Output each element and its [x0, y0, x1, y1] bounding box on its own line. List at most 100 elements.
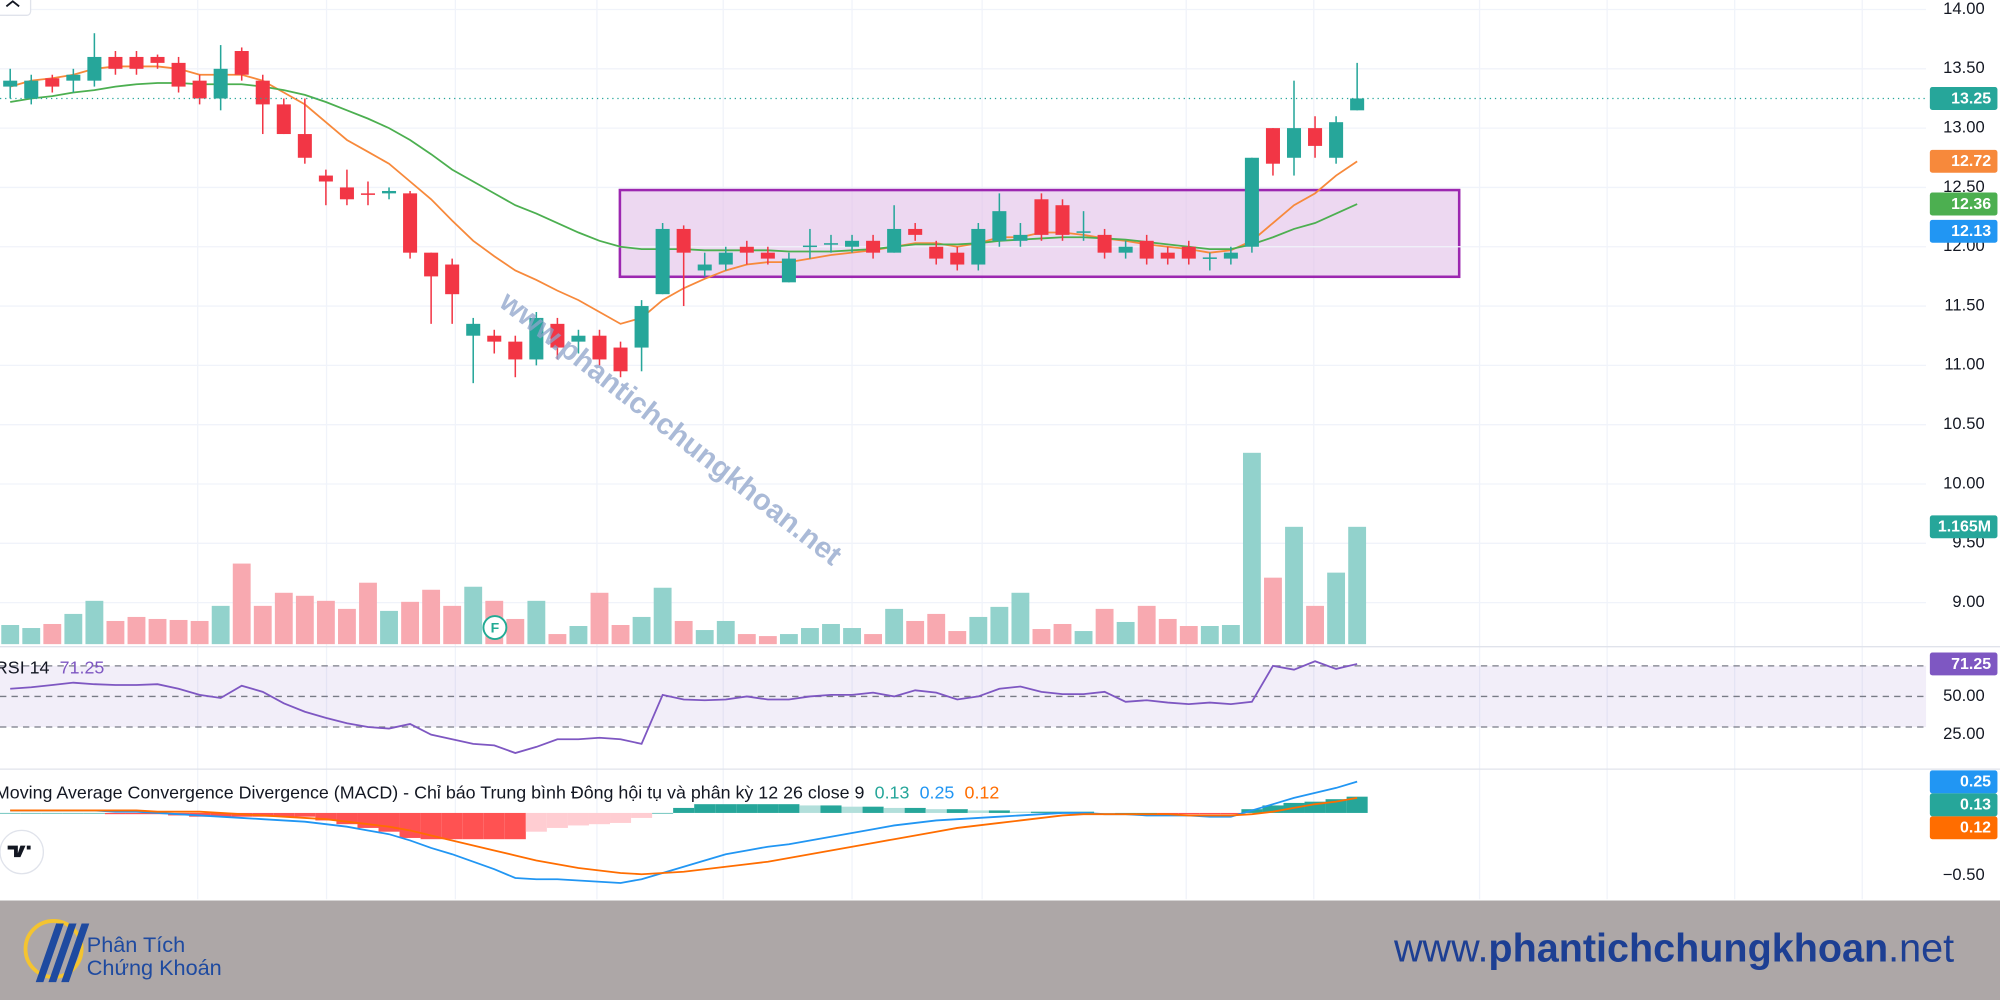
- candle-body: [234, 51, 249, 75]
- volume-bar: [148, 618, 167, 645]
- macd-histogram-bar: [778, 804, 800, 813]
- candle-body: [823, 243, 839, 245]
- candle-body: [3, 80, 18, 87]
- volume-bar: [1032, 629, 1051, 645]
- url-prefix: www.: [1393, 927, 1488, 971]
- macd-histogram-bar: [799, 805, 821, 813]
- candle-body: [192, 80, 207, 99]
- macd-histogram-bar: [588, 812, 611, 825]
- rsi-value: 71.25: [60, 657, 105, 677]
- macd-histogram-bar: [125, 812, 148, 815]
- macd-histogram-bar: [1262, 805, 1284, 813]
- candle-body: [592, 335, 607, 360]
- volume-bar: [843, 628, 861, 645]
- macd-histogram-bar: [820, 805, 842, 813]
- candle-body: [213, 68, 228, 99]
- volume-bar: [906, 620, 925, 645]
- candle-body: [781, 258, 796, 283]
- volume-bar: [106, 620, 125, 645]
- volume-bar: [1074, 631, 1093, 645]
- price-badge-label: 13.25: [1951, 90, 1991, 107]
- candle-body: [1329, 122, 1344, 158]
- tv-logo-mark: [7, 845, 31, 858]
- macd-histogram-bar: [862, 806, 884, 813]
- candle-body: [466, 323, 481, 336]
- candle-body: [1181, 246, 1196, 259]
- price-badge-label: 0.25: [1960, 774, 1991, 791]
- volume-bar: [1242, 452, 1261, 645]
- volume-bar: [338, 608, 356, 645]
- price-badge: [1929, 219, 1998, 243]
- candle-body: [171, 62, 186, 87]
- macd-histogram-bar: [988, 810, 1010, 813]
- volume-bar: [1053, 623, 1072, 645]
- volume-bar: [1158, 618, 1177, 645]
- rsi-tick-label: 50.00: [1943, 686, 1985, 705]
- volume-bar: [422, 589, 441, 645]
- macd-histogram-bar: [83, 812, 105, 814]
- macd-histogram-bar: [1094, 812, 1116, 814]
- volume-bar: [758, 636, 777, 645]
- footer: [0, 900, 2000, 1000]
- candle-body: [929, 246, 944, 259]
- macd-histogram-bar: [62, 812, 84, 814]
- macd-histogram-bar: [1220, 812, 1242, 815]
- volume-bar: [632, 616, 651, 645]
- price-badge: [1929, 515, 1998, 539]
- price-badge: [1929, 816, 1998, 840]
- candle-body: [129, 56, 144, 69]
- volume-bar: [864, 634, 883, 645]
- candle-body: [150, 56, 165, 63]
- collapse-button[interactable]: [0, 0, 32, 16]
- volume-bar: [253, 605, 272, 645]
- brand-line: Phân Tích: [87, 932, 185, 957]
- candle-body: [66, 74, 81, 81]
- volume-bar: [506, 618, 525, 645]
- macd-histogram-bar: [925, 809, 947, 813]
- brand-line: Chứng Khoán: [87, 955, 222, 980]
- candle-body: [1055, 205, 1070, 235]
- macd-hist-value: 0.13: [875, 782, 910, 802]
- macd-signal-line: [10, 797, 1358, 876]
- macd-histogram-bar: [736, 804, 758, 813]
- price-badge: [1929, 793, 1998, 817]
- rsi-tick-label: 25.00: [1943, 724, 1985, 743]
- macd-histogram-bar: [1304, 801, 1326, 813]
- volume-bar: [316, 600, 335, 645]
- volume-bar: [527, 600, 546, 645]
- candle-body: [255, 80, 270, 105]
- volume-bar: [1137, 605, 1156, 645]
- price-badge-label: 12.72: [1951, 153, 1991, 170]
- macd-histogram-bar: [1009, 811, 1031, 813]
- y-tick-label: 12.50: [1943, 177, 1985, 196]
- macd-histogram-bar: [525, 812, 547, 832]
- candle-body: [634, 306, 649, 348]
- rsi-line: [10, 660, 1358, 754]
- candle-body: [950, 252, 965, 265]
- y-tick-label: 14.00: [1943, 0, 1985, 18]
- candle-body: [1202, 257, 1217, 259]
- macd-histogram-bar: [41, 812, 63, 814]
- candle-body: [1076, 231, 1091, 233]
- candle-body: [676, 228, 691, 253]
- volume-bar: [716, 620, 735, 645]
- macd-value: 0.25: [920, 782, 955, 802]
- volume-bar: [190, 620, 209, 645]
- volume-bar: [674, 620, 693, 645]
- macd-histogram-bar: [483, 812, 505, 840]
- candle-body: [1286, 128, 1302, 158]
- volume-bar: [1327, 572, 1346, 645]
- y-tick-label: 9.00: [1952, 592, 1984, 611]
- macd-histogram-bar: [1346, 796, 1368, 813]
- candle-body: [760, 252, 775, 259]
- macd-histogram-bar: [420, 812, 442, 840]
- candle-body: [845, 240, 860, 247]
- price-badge-label: 12.36: [1951, 196, 1991, 213]
- volume-bar: [969, 616, 988, 645]
- volume-bar: [43, 623, 62, 645]
- price-badge: [1929, 770, 1998, 794]
- macd-histogram-bar: [883, 807, 905, 813]
